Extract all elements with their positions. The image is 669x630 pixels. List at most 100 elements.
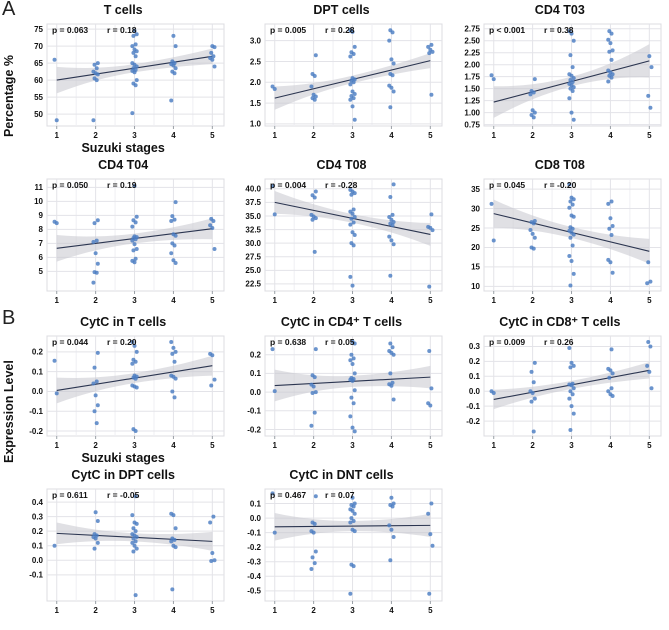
svg-text:5: 5: [210, 131, 215, 140]
plot-title: CytC in CD4⁺ T cells: [280, 315, 403, 329]
subplot-cytc-cd4-t-cells: CytC in CD4⁺ T cells -0.2 -0.1 0.0 0.1 0.2 1 2…: [232, 314, 450, 467]
plot-title: CytC in DNT cells: [289, 468, 394, 482]
svg-text:2: 2: [94, 606, 99, 615]
svg-text:-0.4: -0.4: [248, 572, 262, 581]
svg-text:r = 0.19: r = 0.19: [107, 180, 137, 190]
svg-text:25: 25: [471, 224, 480, 233]
svg-text:5: 5: [39, 267, 44, 276]
svg-text:22.5: 22.5: [246, 280, 262, 289]
svg-text:r = -0.20: r = -0.20: [544, 180, 577, 190]
svg-text:15: 15: [471, 263, 480, 272]
svg-text:3.0: 3.0: [250, 36, 262, 45]
svg-text:2: 2: [312, 606, 317, 615]
svg-text:5: 5: [210, 296, 215, 305]
svg-text:5: 5: [429, 296, 434, 305]
svg-text:30.0: 30.0: [246, 239, 262, 248]
panel-a-label: A: [2, 0, 16, 20]
svg-text:0.0: 0.0: [250, 514, 262, 523]
svg-text:5: 5: [647, 441, 652, 450]
svg-text:20: 20: [471, 243, 480, 252]
svg-text:0.1: 0.1: [250, 369, 262, 378]
svg-text:60: 60: [34, 76, 43, 85]
subplot-cd4-t08: CD4 T08 22.5 25.0 27.5 30.0 32.5 35.0 37.5 40.0…: [232, 157, 450, 306]
svg-text:3: 3: [351, 606, 356, 615]
svg-text:-0.2: -0.2: [248, 425, 262, 434]
svg-text:1.5: 1.5: [250, 99, 262, 108]
svg-text:3: 3: [132, 441, 137, 450]
subplot-cytc-dpt-cells: CytC in DPT cells -0.1 0.0 0.1 0.2 0.3 0.4 1 2 3…: [14, 467, 232, 616]
svg-text:0.2: 0.2: [469, 357, 481, 366]
svg-text:2: 2: [530, 441, 535, 450]
svg-text:3: 3: [351, 296, 356, 305]
scatter-plot-cytc-t-cells: -0.2 -0.1 0.0 0.1 0.2 1 2 3 4 5 p = 0.044 r = 0.20: [29, 335, 225, 450]
svg-text:5: 5: [429, 606, 434, 615]
svg-text:0.4: 0.4: [32, 498, 44, 507]
svg-text:2.00: 2.00: [464, 61, 480, 70]
svg-text:27.5: 27.5: [246, 253, 262, 262]
svg-text:1: 1: [55, 441, 60, 450]
svg-text:2.25: 2.25: [464, 49, 480, 58]
panel-b-row-2: CytC in DPT cells -0.1 0.0 0.1 0.2 0.3 0.4 1 2 3…: [14, 467, 669, 616]
svg-text:1: 1: [491, 441, 496, 450]
plot-title: DPT cells: [313, 3, 370, 17]
svg-text:3: 3: [569, 131, 574, 140]
svg-text:r = 0.07: r = 0.07: [325, 490, 355, 500]
svg-text:10: 10: [34, 197, 43, 206]
svg-text:0.3: 0.3: [32, 512, 44, 521]
svg-text:-0.3: -0.3: [248, 558, 262, 567]
svg-text:5: 5: [429, 131, 434, 140]
svg-text:4: 4: [608, 131, 613, 140]
scatter-plot-t-cells: 50 55 60 65 70 75 1 2 3 4 5 p = 0.063 r = 0.18: [34, 23, 225, 140]
svg-text:1.50: 1.50: [464, 84, 480, 93]
plot-title: CytC in T cells: [80, 315, 167, 329]
svg-text:55: 55: [34, 93, 43, 102]
svg-text:37.5: 37.5: [246, 198, 262, 207]
svg-text:8: 8: [39, 225, 44, 234]
svg-text:-0.1: -0.1: [248, 528, 262, 537]
svg-text:5: 5: [429, 441, 434, 450]
svg-text:p < 0.001: p < 0.001: [489, 25, 525, 35]
empty-cell: [451, 467, 669, 616]
svg-text:p = 0.045: p = 0.045: [489, 180, 525, 190]
svg-text:p = 0.009: p = 0.009: [489, 337, 525, 347]
svg-text:p = 0.638: p = 0.638: [270, 337, 306, 347]
svg-text:0.2: 0.2: [250, 350, 262, 359]
svg-text:0.2: 0.2: [32, 348, 44, 357]
svg-text:-0.1: -0.1: [29, 571, 43, 580]
x-axis-label-suzuki-stages: Suzuki stages: [81, 141, 165, 155]
plot-title: CD4 T08: [316, 158, 367, 172]
svg-text:-0.5: -0.5: [248, 587, 262, 596]
svg-text:1: 1: [273, 131, 278, 140]
svg-text:3: 3: [569, 441, 574, 450]
svg-text:6: 6: [39, 253, 44, 262]
svg-text:4: 4: [171, 131, 176, 140]
svg-text:4: 4: [608, 296, 613, 305]
svg-text:-0.1: -0.1: [29, 407, 43, 416]
svg-text:3: 3: [132, 296, 137, 305]
svg-text:4: 4: [390, 131, 395, 140]
svg-text:10: 10: [471, 282, 480, 291]
svg-text:p = 0.005: p = 0.005: [270, 25, 306, 35]
svg-text:4: 4: [171, 441, 176, 450]
svg-text:9: 9: [39, 211, 44, 220]
svg-text:4: 4: [390, 441, 395, 450]
svg-text:4: 4: [171, 296, 176, 305]
svg-text:0.1: 0.1: [469, 372, 481, 381]
svg-text:4: 4: [171, 606, 176, 615]
svg-text:11: 11: [35, 183, 44, 192]
svg-text:4: 4: [390, 606, 395, 615]
plot-title: CytC in DPT cells: [71, 468, 175, 482]
subplot-t-cells: T cells 50 55 60 65 70 75 1 2 3 4 5 p = 0.063 r = 0.…: [14, 2, 232, 157]
y-axis-label-expression: Expression Level: [2, 360, 16, 463]
svg-text:r = 0.38: r = 0.38: [544, 25, 574, 35]
svg-text:1: 1: [491, 131, 496, 140]
svg-text:2: 2: [94, 131, 99, 140]
svg-text:2.0: 2.0: [250, 78, 262, 87]
svg-text:r = 0.18: r = 0.18: [107, 25, 137, 35]
subplot-cytc-cd8-t-cells: CytC in CD8⁺ T cells -0.2 -0.1 0.0 0.1 0.2 0.…: [451, 314, 669, 467]
scatter-plot-cytc-dnt-cells: -0.5 -0.4 -0.3 -0.2 -0.1 0.0 0.1 1 2 3 4 5 p = 0.467…: [248, 488, 443, 615]
svg-text:p = 0.050: p = 0.050: [52, 180, 88, 190]
svg-text:p = 0.467: p = 0.467: [270, 490, 306, 500]
svg-text:2.75: 2.75: [464, 25, 480, 34]
